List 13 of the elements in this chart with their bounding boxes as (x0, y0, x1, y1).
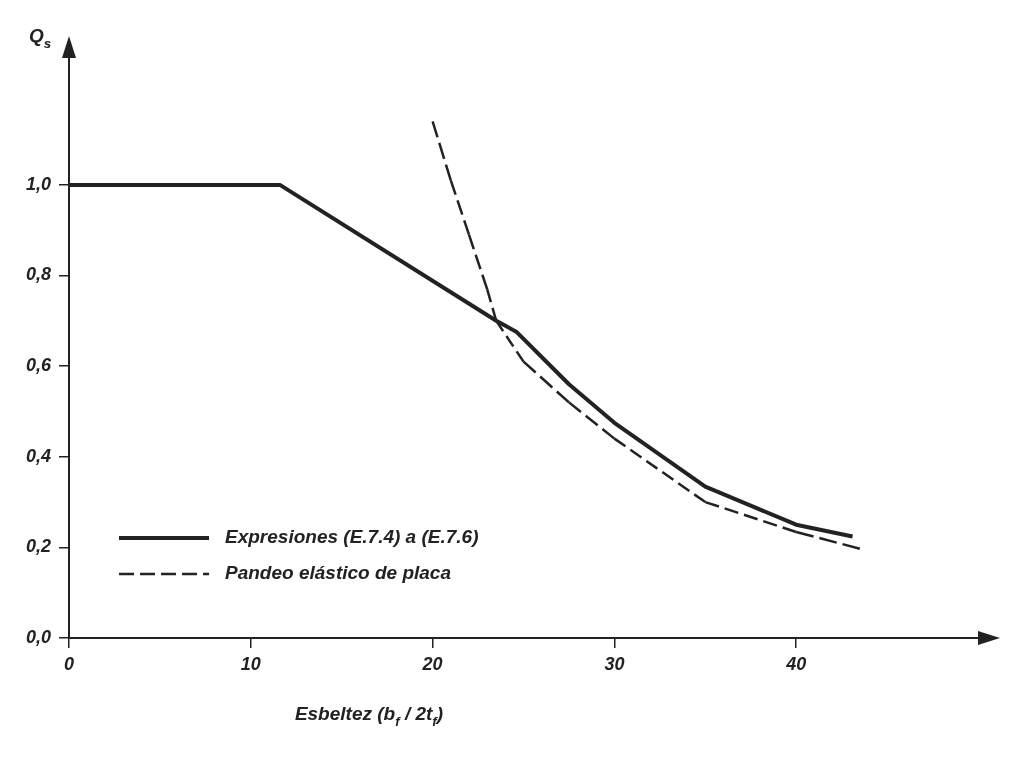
y-tick-label: 0,6 (25, 355, 52, 376)
y-tick-label: 0,8 (25, 264, 52, 285)
x-tick-label: 10 (240, 653, 261, 674)
y-tick-label: 0,2 (25, 536, 52, 557)
legend-label: Expresiones (E.7.4) a (E.7.6) (225, 526, 479, 548)
y-tick-label: 0,0 (25, 626, 52, 647)
x-tick-label: 0 (64, 653, 75, 674)
legend-label: Pandeo elástico de placa (225, 562, 452, 584)
x-tick-label: 30 (604, 653, 625, 674)
x-tick-label: 40 (785, 653, 807, 674)
y-tick-label: 0,4 (25, 445, 52, 466)
y-tick-label: 1,0 (25, 173, 52, 194)
x-tick-label: 20 (421, 653, 443, 674)
